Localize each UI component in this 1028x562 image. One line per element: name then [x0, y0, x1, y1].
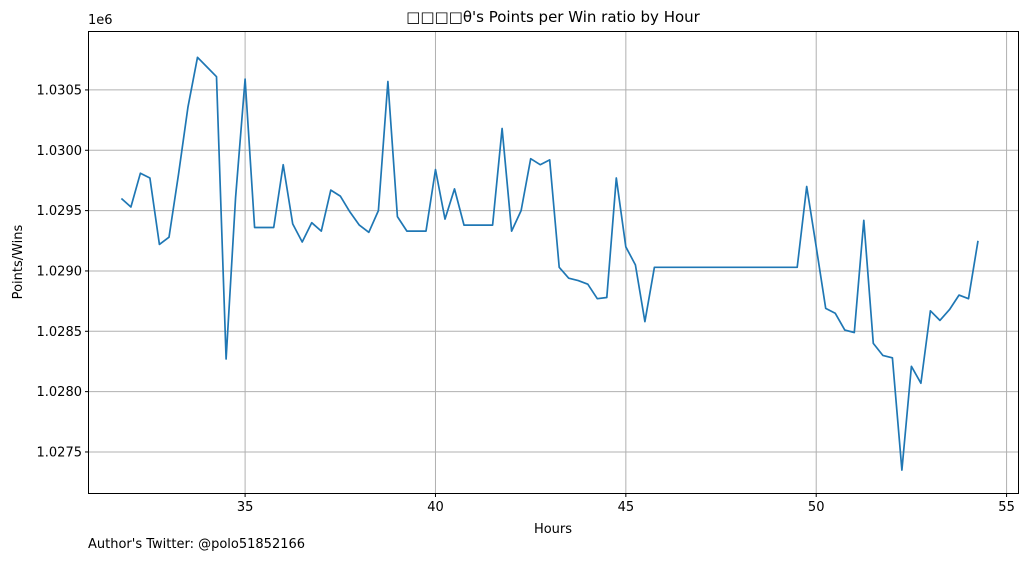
y-axis: 1.0275 1.0280 1.0285 1.0290 1.0295 1.0300 1.03… — [37, 83, 89, 460]
x-axis: 35 40 45 50 55 — [237, 493, 1015, 515]
y-tick-label: 1.0295 — [37, 204, 83, 219]
x-tick-label: 55 — [998, 500, 1015, 515]
author-credit: Author's Twitter: @polo51852166 — [88, 537, 306, 552]
x-tick-label: 40 — [427, 500, 444, 515]
y-tick-label: 1.0290 — [37, 264, 83, 279]
y-tick-label: 1.0305 — [37, 83, 83, 98]
grid-lines — [89, 32, 1018, 493]
y-axis-label: Points/Wins — [11, 224, 26, 299]
y-tick-label: 1.0285 — [37, 325, 83, 340]
chart-title: □□□□θ's Points per Win ratio by Hour — [406, 8, 701, 26]
plot-frame — [88, 31, 1019, 494]
series-line — [120, 56, 979, 471]
x-tick-label: 35 — [237, 500, 254, 515]
x-tick-label: 45 — [618, 500, 635, 515]
y-tick-label: 1.0275 — [37, 445, 83, 460]
x-tick-label: 50 — [808, 500, 825, 515]
y-tick-label: 1.0300 — [37, 144, 83, 159]
y-tick-label: 1.0280 — [37, 385, 83, 400]
x-axis-label: Hours — [534, 522, 572, 537]
y-axis-offset-label: 1e6 — [88, 13, 113, 28]
